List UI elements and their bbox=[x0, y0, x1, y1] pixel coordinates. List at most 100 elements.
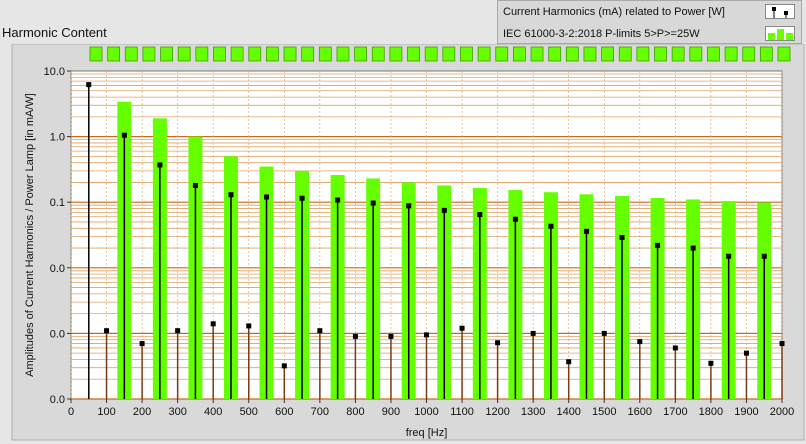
legend-label-harmonics: Current Harmonics (mA) related to Power … bbox=[503, 6, 725, 18]
harmonic-point bbox=[317, 328, 323, 334]
harmonic-point bbox=[121, 132, 127, 138]
indicator-square bbox=[160, 46, 173, 62]
indicator-square bbox=[301, 46, 315, 62]
indicator-square bbox=[371, 46, 385, 62]
x-tick-label: 100 bbox=[97, 406, 115, 418]
x-tick-label: 200 bbox=[133, 406, 151, 418]
y-tick-label: 0.0 bbox=[50, 328, 65, 340]
indicator-square bbox=[230, 46, 244, 62]
harmonic-point bbox=[530, 330, 536, 336]
indicator-square bbox=[213, 46, 226, 62]
x-tick-label: 1600 bbox=[628, 406, 652, 418]
indicator-square bbox=[583, 46, 597, 62]
x-tick-label: 1800 bbox=[699, 406, 723, 418]
legend-item-limits[interactable]: IEC 61000-3-2:2018 P-limits 5>P>=25W bbox=[498, 23, 801, 45]
indicator-square bbox=[318, 46, 332, 62]
harmonic-point bbox=[210, 321, 216, 327]
harmonic-point bbox=[655, 242, 661, 248]
harmonic-point bbox=[192, 182, 198, 188]
harmonic-point bbox=[495, 340, 501, 346]
indicator-square bbox=[565, 46, 579, 62]
harmonic-point bbox=[406, 203, 412, 209]
harmonic-point bbox=[264, 194, 270, 200]
indicator-square bbox=[107, 46, 121, 62]
harmonic-point bbox=[512, 216, 518, 222]
indicator-square bbox=[671, 46, 685, 62]
x-tick-label: 900 bbox=[382, 406, 400, 418]
harmonic-point bbox=[779, 341, 785, 347]
x-tick-label: 1200 bbox=[485, 406, 509, 418]
x-tick-label: 1000 bbox=[414, 406, 438, 418]
harmonic-point bbox=[583, 228, 589, 234]
harmonic-point bbox=[424, 332, 429, 338]
y-tick-label: 10.0 bbox=[44, 66, 65, 78]
x-tick-label: 0 bbox=[68, 406, 74, 418]
green-bar-icon[interactable] bbox=[765, 26, 795, 41]
legend-item-harmonics[interactable]: Current Harmonics (mA) related to Power … bbox=[498, 1, 801, 23]
indicator-square bbox=[336, 46, 350, 62]
x-tick-label: 1500 bbox=[592, 406, 616, 418]
harmonic-point bbox=[104, 328, 110, 334]
indicator-square bbox=[530, 46, 544, 62]
indicator-square bbox=[177, 46, 191, 62]
y-tick-label: 0.0 bbox=[50, 394, 65, 406]
indicator-square bbox=[407, 46, 420, 62]
harmonic-point bbox=[441, 207, 447, 213]
y-tick-label: 0.1 bbox=[50, 197, 65, 209]
y-axis-label: Amplitudes of Current Harmonics / Power … bbox=[24, 93, 36, 377]
x-tick-label: 1300 bbox=[521, 406, 545, 418]
black-stem-marker-icon[interactable] bbox=[765, 4, 795, 19]
legend-label-limits: IEC 61000-3-2:2018 P-limits 5>P>=25W bbox=[503, 28, 700, 40]
indicator-square bbox=[195, 46, 209, 62]
harmonic-point bbox=[246, 323, 252, 329]
x-axis-label: freq [Hz] bbox=[406, 427, 448, 439]
harmonic-point bbox=[726, 253, 732, 259]
indicator-square bbox=[354, 46, 368, 62]
harmonic-point bbox=[761, 253, 767, 259]
harmonic-point bbox=[690, 245, 696, 251]
indicator-square bbox=[742, 46, 756, 62]
harmonic-point bbox=[157, 162, 163, 168]
indicator-square bbox=[266, 46, 279, 62]
indicator-square bbox=[442, 46, 456, 62]
x-tick-label: 1900 bbox=[734, 406, 758, 418]
indicator-square bbox=[759, 46, 773, 62]
x-tick-label: 2000 bbox=[770, 406, 794, 418]
indicator-square bbox=[724, 46, 738, 62]
harmonic-point bbox=[619, 234, 625, 240]
harmonic-point bbox=[548, 223, 554, 229]
indicator-square bbox=[389, 46, 403, 62]
harmonic-point bbox=[139, 341, 145, 347]
harmonic-point bbox=[86, 82, 92, 88]
x-tick-label: 500 bbox=[240, 406, 258, 418]
indicator-square bbox=[689, 46, 703, 62]
indicator-square bbox=[601, 46, 614, 62]
indicator-square bbox=[512, 46, 526, 62]
panel-title: Harmonic Content bbox=[2, 25, 107, 40]
harmonic-point bbox=[477, 211, 483, 217]
indicator-square bbox=[248, 46, 262, 62]
harmonic-point bbox=[388, 333, 394, 339]
harmonic-point bbox=[743, 350, 749, 356]
plot-legend: Current Harmonics (mA) related to Power … bbox=[497, 0, 802, 44]
indicator-square bbox=[477, 46, 491, 62]
indicator-square bbox=[89, 46, 103, 62]
x-tick-label: 1400 bbox=[556, 406, 580, 418]
harmonic-point bbox=[708, 360, 714, 366]
harmonic-point bbox=[175, 328, 181, 334]
indicator-square bbox=[424, 46, 438, 62]
indicator-square bbox=[124, 46, 138, 62]
harmonic-point bbox=[352, 333, 358, 339]
y-tick-label: 1.0 bbox=[50, 132, 65, 144]
indicator-square bbox=[654, 46, 667, 62]
indicator-square bbox=[283, 46, 297, 62]
indicator-square bbox=[460, 46, 473, 62]
x-tick-label: 700 bbox=[311, 406, 329, 418]
x-tick-label: 300 bbox=[168, 406, 186, 418]
harmonic-chart: 0 100 200 300 400 500 600 700 800 900 1000 1100 1200… bbox=[11, 44, 805, 441]
x-tick-label: 1700 bbox=[663, 406, 687, 418]
x-tick-label: 600 bbox=[275, 406, 293, 418]
indicator-square bbox=[777, 46, 791, 62]
x-tick-label: 400 bbox=[204, 406, 222, 418]
y-tick-label: 0.0 bbox=[50, 263, 65, 275]
